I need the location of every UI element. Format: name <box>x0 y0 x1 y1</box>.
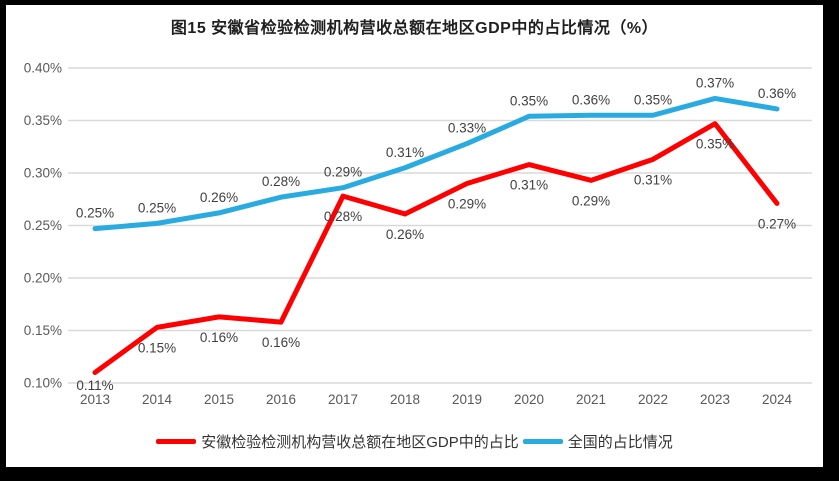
data-label: 0.31% <box>510 178 548 193</box>
y-axis-tick-label: 0.15% <box>24 323 62 338</box>
x-axis-tick-label: 2017 <box>328 392 358 407</box>
data-label: 0.11% <box>76 378 113 393</box>
data-label: 0.35% <box>510 93 548 108</box>
data-label: 0.33% <box>448 121 486 136</box>
legend-label-anhui: 安徽检验检测机构营收总额在地区GDP中的占比 <box>201 434 519 451</box>
legend-item-anhui: 安徽检验检测机构营收总额在地区GDP中的占比 <box>156 431 519 452</box>
data-label: 0.29% <box>572 193 610 208</box>
data-label: 0.27% <box>758 216 796 231</box>
x-axis-tick-label: 2023 <box>700 392 730 407</box>
chart-title: 图15 安徽省检验检测机构营收总额在地区GDP中的占比情况（%） <box>170 20 659 37</box>
legend: 安徽检验检测机构营收总额在地区GDP中的占比 全国的占比情况 <box>6 431 823 452</box>
x-axis-tick-label: 2015 <box>204 392 234 407</box>
y-axis-tick-label: 0.10% <box>24 376 62 391</box>
data-label: 0.16% <box>262 335 300 350</box>
x-axis-tick-label: 2013 <box>80 392 110 407</box>
data-label: 0.35% <box>634 92 672 107</box>
data-label: 0.36% <box>572 92 610 107</box>
data-label: 0.25% <box>138 200 176 215</box>
data-label: 0.28% <box>262 174 300 189</box>
legend-item-national: 全国的占比情况 <box>522 431 673 452</box>
y-axis-tick-label: 0.20% <box>24 271 62 286</box>
data-label: 0.26% <box>200 190 238 205</box>
data-label: 0.36% <box>758 86 796 101</box>
anhui-series-line <box>92 121 780 375</box>
data-label: 0.29% <box>324 165 362 180</box>
x-axis-tick-label: 2022 <box>638 392 668 407</box>
blue-line-swatch-icon <box>522 439 563 444</box>
data-label: 0.31% <box>386 145 424 160</box>
x-axis-tick-label: 2016 <box>266 392 296 407</box>
data-label: 0.25% <box>76 206 114 221</box>
data-label: 0.31% <box>634 172 672 187</box>
data-label: 0.16% <box>200 330 238 345</box>
data-label: 0.26% <box>386 227 424 242</box>
x-axis-tick-label: 2020 <box>514 392 544 407</box>
data-label: 0.37% <box>696 75 734 90</box>
y-axis-tick-label: 0.30% <box>24 166 62 181</box>
line-chart: 0.40% 0.35% 0.30% 0.25% 0.20% 0.15% 0.10% 2013 2… <box>24 61 812 407</box>
x-axis-tick-label: 2019 <box>452 392 482 407</box>
data-label: 0.15% <box>138 340 176 355</box>
y-axis-tick-label: 0.40% <box>24 61 62 76</box>
data-label: 0.28% <box>324 209 362 224</box>
y-axis-tick-label: 0.25% <box>24 218 62 233</box>
x-axis-tick-label: 2018 <box>390 392 420 407</box>
data-label: 0.29% <box>448 197 486 212</box>
national-series-line <box>92 95 780 232</box>
legend-label-national: 全国的占比情况 <box>567 434 673 451</box>
x-axis-tick-label: 2024 <box>762 392 793 407</box>
x-axis-tick-label: 2021 <box>576 392 606 407</box>
y-axis-tick-label: 0.35% <box>24 113 62 128</box>
x-axis-tick-label: 2014 <box>142 392 173 407</box>
red-line-swatch-icon <box>156 439 197 444</box>
data-label: 0.35% <box>696 137 734 152</box>
